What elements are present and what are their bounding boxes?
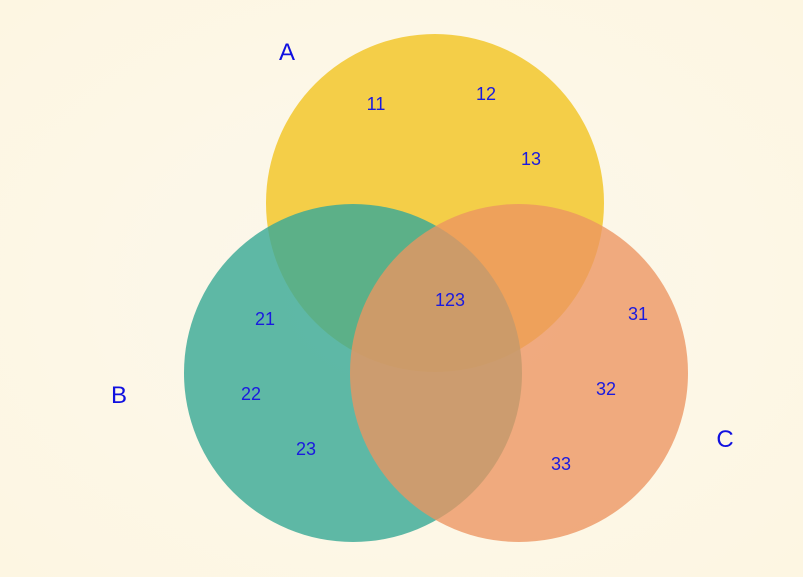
region-label-123: 123 xyxy=(435,290,465,310)
region-label-23: 23 xyxy=(296,439,316,459)
region-label-12: 12 xyxy=(476,84,496,104)
region-label-13: 13 xyxy=(521,149,541,169)
set-c-circle xyxy=(350,204,688,542)
region-label-32: 32 xyxy=(596,379,616,399)
set-b-label: B xyxy=(111,382,127,409)
region-label-11: 11 xyxy=(367,94,386,114)
region-label-21: 21 xyxy=(255,309,275,329)
set-c-label: C xyxy=(716,426,733,453)
region-label-22: 22 xyxy=(241,384,261,404)
region-label-33: 33 xyxy=(551,454,571,474)
region-label-31: 31 xyxy=(628,304,648,324)
set-a-label: A xyxy=(279,39,295,66)
